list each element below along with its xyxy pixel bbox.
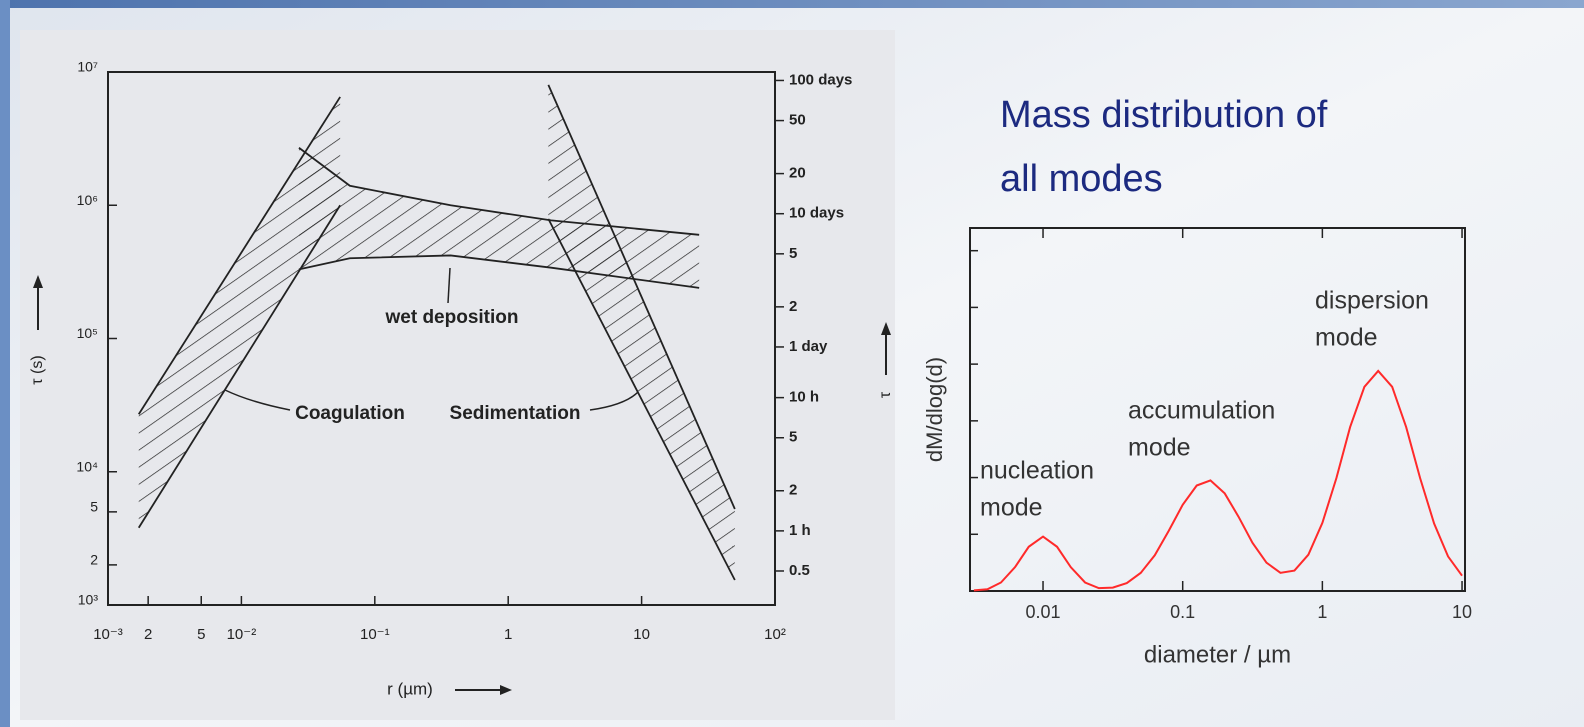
x-tick-label: 10⁻¹ (360, 626, 390, 643)
y-tick-label: 10⁴ (76, 458, 98, 474)
plot-frame (969, 227, 1466, 592)
band-area (138, 96, 341, 528)
chart-title: Mass distribution of (1000, 94, 1328, 136)
band-area (548, 84, 735, 581)
x-tick-label: 0.1 (1170, 602, 1195, 622)
x-tick-label: 10⁻³ (93, 626, 123, 643)
y2-tick-label: 10 days (789, 205, 844, 222)
y2-tick-label: 100 days (789, 71, 852, 88)
mode-annotation: mode (980, 494, 1043, 522)
y2-tick-label: 50 (789, 112, 806, 129)
y-axis-label: dM/dlog(d) (922, 357, 947, 462)
y-tick-label: 5 (90, 499, 98, 515)
mode-annotation: mode (1315, 324, 1378, 352)
chart-title: all modes (1000, 158, 1163, 200)
y2-tick-label: 2 (789, 298, 797, 315)
y2-tick-label: 1 h (789, 522, 811, 539)
y-tick-label: 10³ (78, 592, 99, 608)
y-tick-label: 2 (90, 552, 98, 568)
top-band (0, 0, 1584, 8)
left-band (0, 0, 10, 727)
series-label: Sedimentation (450, 403, 581, 424)
leader-line (447, 267, 451, 304)
y-tick-label: 10⁷ (77, 59, 98, 75)
scan-panel (20, 30, 895, 720)
x-tick-label: 5 (197, 626, 205, 643)
x-tick-label: 10 (1452, 602, 1472, 622)
mode-annotation: dispersion (1315, 287, 1429, 315)
leader-line (224, 389, 291, 411)
y2-axis-arrowhead (881, 322, 891, 335)
y2-tick-label: 5 (789, 245, 797, 262)
y2-tick-label: 2 (789, 482, 797, 499)
y2-tick-label: 5 (789, 429, 797, 446)
mode-annotation: nucleation (980, 457, 1094, 485)
series-label: Coagulation (295, 403, 405, 424)
band-upper-edge (547, 84, 736, 510)
x-tick-label: 10 (633, 626, 650, 643)
band-lower-edge (547, 218, 736, 581)
y-axis-arrowhead (33, 275, 43, 288)
y2-tick-label: 1 day (789, 338, 828, 355)
x-tick-label: 0.01 (1026, 602, 1061, 622)
x-tick-label: 10² (764, 626, 786, 643)
x-tick-label: 1 (1317, 602, 1327, 622)
y-tick-label: 10⁶ (77, 192, 98, 208)
distribution-curve (973, 369, 1463, 592)
y2-tick-label: 0.5 (789, 562, 810, 579)
x-axis-label: diameter / µm (1144, 641, 1291, 668)
x-tick-label: 1 (504, 626, 512, 643)
x-tick-label: 2 (144, 626, 152, 643)
y2-tick-label: 10 h (789, 389, 819, 406)
y2-axis-label: τ (877, 391, 894, 398)
y-tick-label: 10⁵ (77, 325, 98, 341)
band-upper-edge (137, 96, 341, 415)
mass-distribution-chart: Mass distribution of all modes 0.01 0.1 1 10 d… (922, 94, 1472, 668)
x-axis-arrowhead (500, 685, 512, 695)
y-axis-label: τ (s) (29, 355, 46, 384)
x-axis-label: r (µm) (387, 679, 433, 698)
mode-annotation: accumulation (1128, 397, 1275, 425)
x-tick-label: 10⁻² (227, 626, 257, 643)
y2-tick-label: 20 (789, 165, 806, 182)
series-label: wet deposition (385, 307, 519, 328)
leader-line (589, 391, 639, 411)
lifetime-chart: 10⁻³ 2 5 10⁻² 10⁻¹ 1 10 10² 10³ 2 5 10⁴ 10⁵ 10⁶ 10⁷ 0.5… (29, 59, 894, 699)
mode-annotation: mode (1128, 434, 1191, 462)
